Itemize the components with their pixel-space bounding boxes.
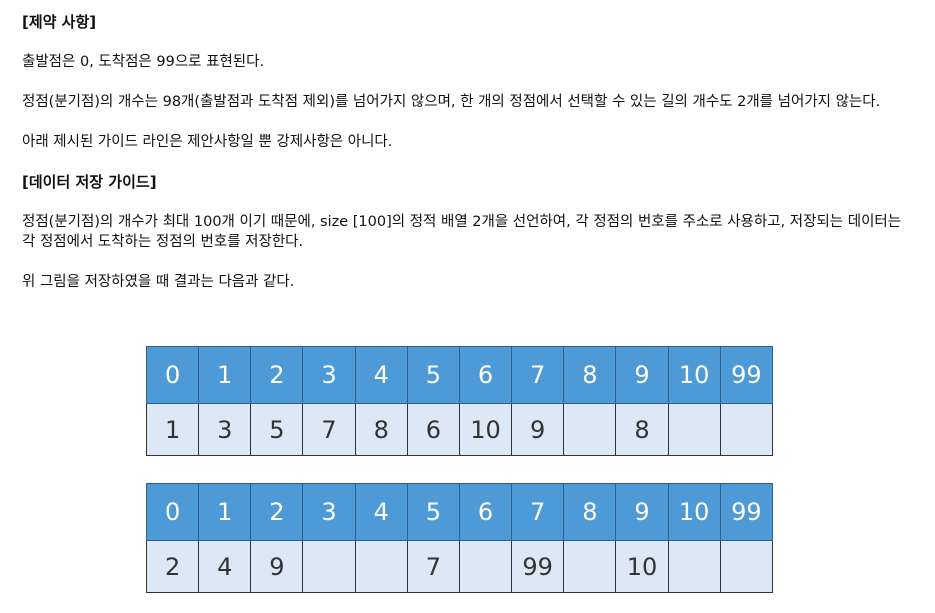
value-cell: 8 [354,403,408,456]
index-cell: 0 [145,346,200,404]
index-cell: 1 [198,346,252,404]
index-cell: 8 [563,346,617,404]
index-cell: 9 [615,483,669,541]
index-cell: 9 [615,346,669,404]
index-cell: 3 [302,346,356,404]
value-row: 1 3 5 7 8 6 10 9 8 [145,403,774,456]
value-cell [563,540,617,593]
value-cell [563,403,617,456]
value-cell: 5 [250,403,304,456]
value-cell: 6 [406,403,460,456]
constraints-paragraph: 아래 제시된 가이드 라인은 제안사항일 뿐 강제사항은 아니다. [22,134,393,150]
index-cell: 5 [406,346,460,404]
array-table-2: 0 1 2 3 4 5 6 7 8 9 10 99 2 4 9 7 99 10 [145,483,774,593]
index-cell: 6 [458,346,513,404]
value-cell: 9 [511,403,565,456]
index-cell: 7 [511,483,565,541]
index-cell: 7 [511,346,565,404]
value-cell: 7 [302,403,356,456]
value-cell: 1 [145,403,200,456]
index-cell: 10 [667,483,721,541]
value-cell: 4 [198,540,252,593]
value-cell [719,540,774,593]
value-cell: 8 [615,403,669,456]
index-cell: 0 [145,483,200,541]
value-cell: 10 [615,540,669,593]
index-cell: 99 [719,483,774,541]
index-cell: 3 [302,483,356,541]
index-cell: 2 [250,483,304,541]
value-cell [458,540,513,593]
index-cell: 2 [250,346,304,404]
value-cell: 2 [145,540,200,593]
value-cell: 9 [250,540,304,593]
constraints-heading: [제약 사항] [22,13,97,31]
value-row: 2 4 9 7 99 10 [145,540,774,593]
value-cell [354,540,408,593]
index-row: 0 1 2 3 4 5 6 7 8 9 10 99 [145,346,774,404]
value-cell [667,403,721,456]
index-cell: 4 [354,346,408,404]
index-cell: 5 [406,483,460,541]
index-cell: 4 [354,483,408,541]
value-cell: 3 [198,403,252,456]
index-cell: 1 [198,483,252,541]
storage-guide-paragraph: 정점(분기점)의 개수가 최대 100개 이기 때문에, size [100]의… [22,214,902,250]
value-cell: 99 [511,540,565,593]
index-row: 0 1 2 3 4 5 6 7 8 9 10 99 [145,483,774,541]
value-cell [667,540,721,593]
index-cell: 8 [563,483,617,541]
constraints-paragraph: 출발점은 0, 도착점은 99으로 표현된다. [22,54,265,70]
value-cell [302,540,356,593]
constraints-paragraph: 정점(분기점)의 개수는 98개(출발점과 도착점 제외)를 넘어가지 않으며,… [22,94,881,110]
index-cell: 6 [458,483,513,541]
document-body: [제약 사항] 출발점은 0, 도착점은 99으로 표현된다. 정점(분기점)의… [22,12,902,312]
index-cell: 99 [719,346,774,404]
index-cell: 10 [667,346,721,404]
value-cell: 10 [458,403,513,456]
value-cell [719,403,774,456]
storage-guide-heading: [데이터 저장 가이드] [22,173,157,191]
array-table-1: 0 1 2 3 4 5 6 7 8 9 10 99 1 3 5 7 8 6 10… [145,346,774,456]
storage-guide-paragraph: 위 그림을 저장하였을 때 결과는 다음과 같다. [22,274,295,290]
value-cell: 7 [406,540,460,593]
